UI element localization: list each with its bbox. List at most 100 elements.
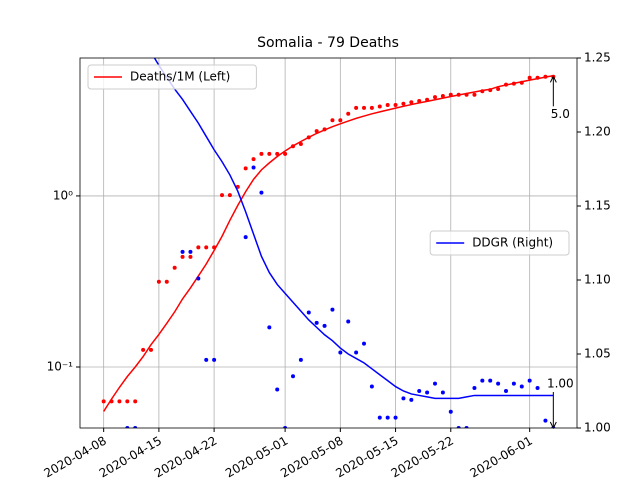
data-point: [188, 249, 193, 254]
data-point: [440, 390, 445, 395]
data-point: [464, 426, 469, 428]
data-point: [267, 151, 272, 156]
data-point: [196, 276, 201, 281]
data-point: [369, 384, 374, 389]
data-point: [354, 105, 359, 110]
data-point: [425, 97, 430, 102]
y-tick-label: 10⁰: [53, 188, 73, 202]
data-point: [196, 245, 201, 250]
data-point: [133, 426, 138, 428]
data-point: [314, 320, 319, 325]
annotation-label: 5.0: [551, 107, 570, 121]
data-point: [133, 399, 138, 404]
data-point: [362, 105, 366, 110]
data-point: [275, 151, 280, 156]
data-point: [433, 381, 437, 386]
data-point: [180, 249, 185, 254]
data-point: [204, 245, 209, 250]
data-point: [109, 399, 114, 404]
data-point: [243, 235, 248, 240]
data-point: [456, 92, 461, 97]
data-point: [346, 111, 351, 116]
chart-title: Somalia - 79 Deaths: [257, 35, 399, 51]
data-point: [519, 384, 524, 389]
data-point: [220, 193, 224, 198]
data-point: [180, 254, 185, 259]
data-point: [330, 118, 335, 123]
data-point: [543, 74, 548, 79]
data-point: [385, 102, 390, 107]
data-point: [496, 86, 501, 91]
data-point: [306, 310, 311, 315]
data-point: [212, 357, 217, 362]
data-point: [125, 426, 130, 428]
data-point: [275, 387, 280, 392]
data-point: [377, 104, 382, 109]
data-point: [322, 127, 327, 132]
annotation-arrowhead: [549, 421, 557, 430]
data-point: [362, 341, 366, 346]
data-point: [448, 409, 453, 414]
y2-tick-label: 1.25: [584, 51, 611, 65]
data-point: [535, 386, 540, 391]
data-point: [172, 265, 177, 270]
data-point: [291, 144, 295, 149]
data-point: [298, 357, 303, 362]
data-point: [204, 357, 209, 362]
data-point: [417, 98, 422, 103]
data-point: [448, 92, 453, 97]
data-point: [338, 118, 343, 123]
y2-tick-label: 1.20: [584, 125, 611, 139]
data-point: [504, 82, 508, 87]
data-point: [472, 386, 477, 391]
data-point: [488, 88, 493, 93]
data-point: [212, 245, 217, 250]
data-point: [117, 399, 122, 404]
data-point: [409, 397, 414, 402]
legend-label: Deaths/1M (Left): [130, 70, 230, 84]
data-point: [480, 378, 485, 383]
data-point: [346, 319, 351, 324]
data-point: [417, 389, 422, 393]
grid: [80, 58, 577, 428]
data-point: [314, 129, 319, 134]
data-point: [519, 80, 524, 85]
data-point: [283, 426, 288, 428]
data-point: [227, 193, 232, 198]
data-point: [511, 381, 516, 386]
data-point: [141, 347, 146, 352]
data-point: [488, 378, 493, 383]
data-point: [511, 81, 516, 86]
data-point: [149, 347, 153, 352]
data-point: [401, 396, 406, 401]
data-point: [306, 135, 311, 140]
y2-tick-label: 1.05: [584, 347, 611, 361]
data-point: [377, 415, 382, 420]
data-point: [385, 415, 390, 420]
y2-tick-label: 1.15: [584, 199, 611, 213]
data-point: [125, 399, 130, 404]
data-point: [259, 190, 264, 195]
legend-box: [429, 230, 570, 256]
legend-label: DDGR (Right): [472, 236, 553, 250]
data-point: [527, 75, 532, 80]
data-point: [401, 101, 406, 106]
data-point: [543, 418, 548, 423]
data-point: [535, 75, 540, 80]
y-tick-label: 10⁻¹: [47, 360, 74, 374]
trend-line: [153, 58, 554, 400]
legend-box: [87, 64, 257, 90]
data-point: [243, 166, 248, 171]
data-point: [472, 92, 477, 97]
data-point: [354, 350, 359, 355]
data-point: [440, 93, 445, 98]
data-point: [527, 378, 532, 383]
data-point: [433, 95, 437, 100]
data-point: [188, 254, 193, 259]
data-point: [330, 307, 335, 312]
data-point: [338, 350, 343, 355]
axes-frame: [79, 57, 578, 429]
data-point: [298, 142, 303, 147]
data-point: [393, 415, 398, 420]
